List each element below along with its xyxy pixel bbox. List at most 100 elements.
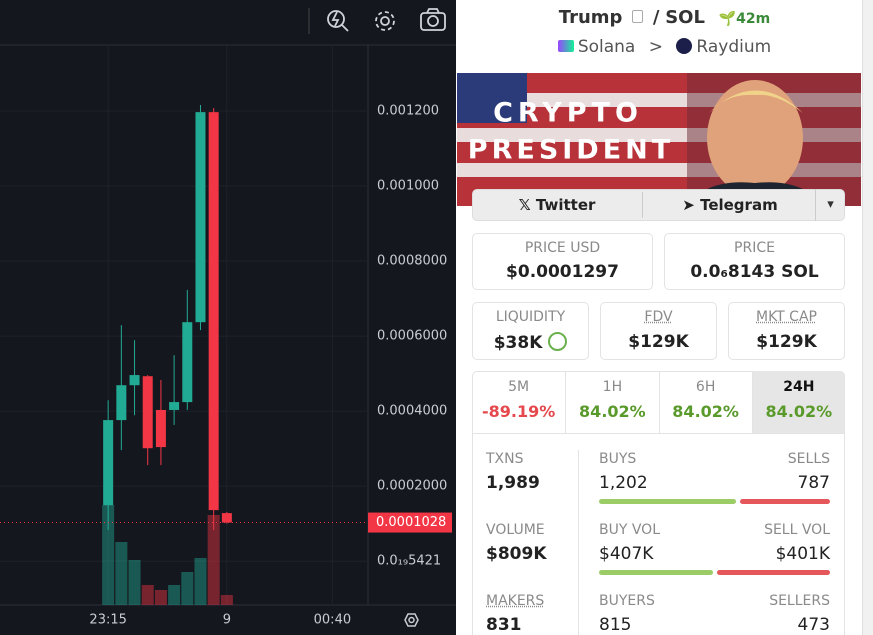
x-tick-label: 23:15 [89,613,126,628]
ratio-bar [599,499,830,504]
volume-bar [115,542,128,605]
price-usd-card: PRICE USD $0.0001297 [472,233,653,290]
label: MAKERS [486,593,545,609]
link-label: Telegram [700,196,778,214]
value: 1,989 [486,473,540,493]
y-tick-label: 0.0006000 [377,329,447,344]
volume-bar [154,590,167,605]
tab-value: -89.19% [481,402,556,421]
tab-label: 1H [602,379,623,395]
value: $809K [486,544,547,564]
more-links[interactable]: ▾ [815,189,845,221]
base-token: Trump [558,7,623,28]
banner-line2: PRESIDENT [468,135,674,166]
candle-body [129,375,140,386]
buy-bar [599,499,737,504]
value: 473 [797,615,830,635]
price-card: PRICE 0.0₆8143 SOL [664,233,845,290]
candle-body [221,513,232,523]
y-tick-label: 0.0₁₉5421 [377,554,441,569]
value: $0.0001297 [506,262,619,282]
age: 42m [736,11,771,27]
quote-token: SOL [665,7,705,28]
y-tick-label: 0.001200 [377,104,439,119]
volume-bar [128,560,141,605]
telegram-button[interactable]: ➤ Telegram [682,196,778,214]
twitter-button[interactable]: 𝕏 Twitter [518,196,596,214]
change-tab[interactable]: 5M -89.19% [472,371,565,433]
value: $129K [756,332,817,352]
label: SELLERS [769,593,830,609]
volume-bar [207,515,220,605]
change-tab[interactable]: 6H 84.02% [658,371,752,433]
change-tab[interactable]: 24H 84.02% [751,371,845,433]
value: 815 [599,615,632,635]
chain-row: Solana > Raydium [456,37,873,57]
volume-bar [141,585,154,605]
chain[interactable]: Solana [577,37,636,57]
chart-settings-icon[interactable] [404,613,419,627]
value: 787 [797,473,830,493]
tab-value: 84.02% [765,402,833,421]
value-text: $38K [493,333,543,353]
dex[interactable]: Raydium [696,37,772,57]
tab-value: 84.02% [672,402,739,421]
label: PRICE [734,240,775,256]
pair-title: Trump / SOL 🌱42m [456,7,873,28]
label: SELLS [787,451,830,467]
last-price-box [368,512,452,533]
value: 1,202 [599,473,648,493]
value: $401K [775,544,830,564]
metric-card: LIQUIDITY $38K [472,302,589,360]
lock-icon [548,332,568,351]
label: SELL VOL [764,522,830,538]
candle-body [182,322,193,403]
separator: / [652,7,660,28]
candle-body [142,376,153,449]
y-tick-label: 0.0008000 [377,254,447,269]
y-tick-label: 0.0004000 [377,404,447,419]
label: FDV [644,309,673,325]
solana-logo [557,40,574,52]
camera-icon[interactable] [420,8,446,31]
label: BUYERS [599,593,655,609]
candle-body [103,420,114,506]
tab-label: 24H [783,379,815,395]
tab-value: 84.02% [579,402,646,421]
chevron: > [648,37,663,57]
buy-bar [599,570,714,575]
value: $407K [599,544,654,564]
x-tick-label: 00:40 [314,613,351,628]
label: TXNS [486,451,524,467]
y-tick-label: 0.0002000 [377,479,447,494]
y-tick-label: 0.001000 [377,179,439,194]
candle-body [169,402,180,410]
label: LIQUIDITY [495,309,566,325]
divider [472,433,845,434]
scrollbar[interactable] [862,0,873,635]
change-tab[interactable]: 1H 84.02% [565,371,658,433]
chart-background [0,0,456,635]
label: PRICE USD [524,240,601,256]
divider [642,192,643,218]
indicator-icon[interactable] [327,10,349,32]
label: BUYS [599,451,637,467]
label: VOLUME [486,522,545,538]
candle-body [195,112,206,323]
pair-age: 🌱42m [718,11,771,27]
link-label: Twitter [535,196,596,214]
volume-bar [220,595,233,605]
tab-label: 6H [695,379,716,395]
value: $38K [473,332,588,353]
settings-icon[interactable] [375,11,395,31]
price-chart: 0.0₁₉5421 0.0002000 0.0004000 0.0006000 0.00… [0,0,456,635]
metric-card: FDV $129K [600,302,717,360]
raydium-logo [676,38,693,54]
candle-body [116,385,127,421]
volume-bar [102,505,115,605]
volume-bar [181,572,194,605]
copy-icon[interactable] [632,10,644,23]
divider [578,450,579,635]
sell-bar [740,499,830,504]
